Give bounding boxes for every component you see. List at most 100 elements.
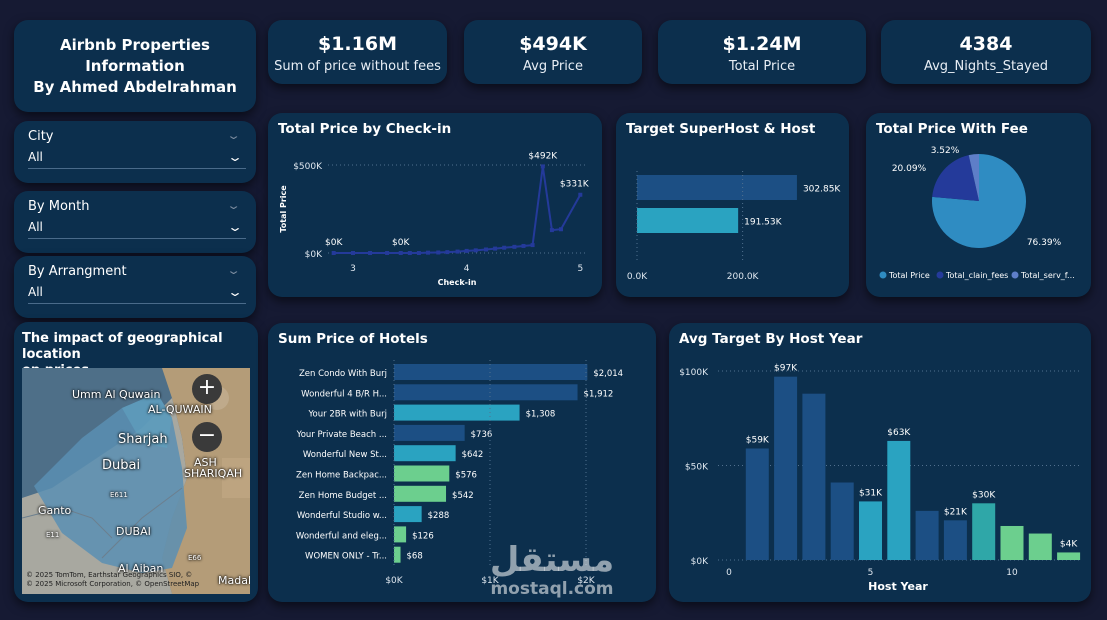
x-tick-label: 200.0K	[727, 272, 760, 282]
dropdown-arrow-icon[interactable]: ⌄	[226, 150, 244, 164]
slicer-city[interactable]: City ⌄ All ⌄	[14, 121, 256, 183]
y-tick-label: $0K	[691, 557, 709, 567]
slicer-dropdown[interactable]: All ⌄	[28, 285, 246, 304]
bar	[394, 465, 450, 482]
dropdown-arrow-icon[interactable]: ⌄	[226, 220, 244, 234]
x-tick-label: 0.0K	[627, 272, 648, 282]
data-point	[455, 249, 460, 254]
pie-slice	[968, 154, 979, 201]
data-point	[530, 243, 535, 248]
data-label: $736	[471, 430, 493, 440]
chevron-down-icon[interactable]: ⌄	[226, 264, 241, 277]
slicer-value: All	[28, 150, 43, 164]
data-point	[483, 247, 488, 252]
data-label: $0K	[325, 238, 343, 248]
watermark: مستقل mostaql.com	[482, 541, 622, 599]
dropdown-arrow-icon[interactable]: ⌄	[226, 285, 244, 299]
chart-title: Total Price by Check-in	[278, 121, 452, 137]
legend-marker	[1011, 271, 1019, 279]
category-label: Wonderful and eleg...	[296, 531, 387, 541]
kpi-value: $494K	[519, 33, 587, 55]
map-label: Umm Al Quwain	[72, 388, 161, 401]
bar	[774, 376, 798, 560]
data-point	[464, 248, 469, 253]
map-canvas[interactable]: + − Umm Al Quwain AL-QUWAIN Sharjah Duba…	[22, 368, 250, 594]
slicer-arrangement[interactable]: By Arrangment ⌄ All ⌄	[14, 256, 256, 318]
category-label: Zen Home Backpac...	[296, 471, 387, 481]
data-label: $2,014	[593, 369, 623, 379]
data-label: $1,308	[526, 410, 556, 420]
report-title-line2: Information	[85, 56, 185, 75]
y-tick-label: $500K	[293, 162, 323, 172]
kpi-value: $1.24M	[722, 33, 802, 55]
chart-title: Sum Price of Hotels	[278, 331, 428, 347]
data-point	[473, 248, 478, 253]
slicer-dropdown[interactable]: All ⌄	[28, 220, 246, 239]
kpi-label: Sum of price without fees	[274, 59, 441, 74]
bar	[394, 546, 401, 563]
data-point	[445, 250, 450, 255]
chart-title: Target SuperHost & Host	[626, 121, 816, 137]
slicer-month[interactable]: By Month ⌄ All ⌄	[14, 191, 256, 253]
bar	[394, 485, 447, 502]
map-label: Al Aiban	[118, 562, 164, 575]
chevron-down-icon[interactable]: ⌄	[226, 199, 241, 212]
slicer-dropdown[interactable]: All ⌄	[28, 150, 246, 169]
zoom-in-button[interactable]: +	[192, 374, 222, 404]
data-label: $97K	[774, 364, 798, 374]
zoom-out-button[interactable]: −	[192, 422, 222, 452]
x-tick-label: 4	[464, 264, 470, 274]
map-label: E66	[188, 554, 202, 562]
watermark-latin: mostaql.com	[490, 579, 614, 599]
bar	[394, 384, 578, 401]
data-label: $0K	[392, 238, 410, 248]
bar	[1028, 533, 1052, 560]
series-line	[333, 166, 582, 254]
kpi-card-avg-price: $494K Avg Price	[464, 20, 642, 84]
data-point	[426, 250, 431, 255]
data-point	[502, 245, 507, 250]
map-copyright: © 2025 Microsoft Corporation, © OpenStre…	[26, 580, 200, 588]
data-label: $492K	[528, 151, 558, 161]
x-axis-label: Host Year	[868, 580, 928, 593]
bar	[394, 506, 422, 523]
report-title-card: Airbnb Properties Information By Ahmed A…	[14, 20, 256, 112]
category-label: WOMEN ONLY - Tr...	[305, 552, 387, 562]
bar-chart: $0K $50K $100K 0 5 10 Host Year $59K $97K $31K $63…	[679, 364, 1081, 593]
watermark-arabic: مستقل	[489, 540, 615, 580]
kpi-value: $1.16M	[317, 33, 397, 55]
x-tick-label: 3	[350, 264, 356, 274]
kpi-card-avg-nights: 4384 Avg_Nights_Stayed	[881, 20, 1091, 84]
data-point	[493, 246, 498, 251]
report-title-line1: Airbnb Properties	[60, 35, 210, 54]
map-card: The impact of geographical location on p…	[14, 322, 258, 602]
slicer-label: City	[28, 129, 54, 144]
bar	[859, 501, 882, 560]
data-point	[407, 251, 412, 255]
x-tick-label: 5	[868, 568, 874, 578]
x-tick-label: 0	[726, 568, 732, 578]
data-label: $288	[428, 511, 450, 521]
chart-card-sum-price-hotels: Sum Price of Hotels Zen Condo With Burj $…	[268, 323, 656, 602]
category-label: Zen Home Budget ...	[299, 491, 387, 501]
slicer-label: By Month	[28, 199, 90, 214]
bar	[943, 520, 967, 560]
chevron-down-icon[interactable]: ⌄	[226, 129, 241, 142]
legend-label: Total_clain_fees	[945, 271, 1008, 280]
bar	[637, 208, 739, 233]
category-label: Your Private Beach ...	[296, 430, 387, 440]
bar	[1057, 552, 1081, 560]
chart-card-total-price-with-fee: Total Price With Fee 76.39% 20.09% 3.52% To…	[866, 113, 1091, 297]
data-point	[521, 243, 526, 248]
legend-marker	[936, 271, 944, 279]
legend-label: Total_serv_f...	[1020, 271, 1075, 280]
x-tick-label: 10	[1006, 568, 1018, 578]
map-label: Sharjah	[118, 432, 168, 447]
bar	[394, 526, 407, 543]
map-label: Ganto	[38, 504, 72, 517]
y-axis-label: Total Price	[279, 185, 288, 233]
data-label: $4K	[1060, 539, 1078, 549]
chart-title: Avg Target By Host Year	[679, 331, 863, 347]
x-axis-label: Check-in	[438, 278, 477, 287]
data-label: $59K	[746, 435, 770, 445]
